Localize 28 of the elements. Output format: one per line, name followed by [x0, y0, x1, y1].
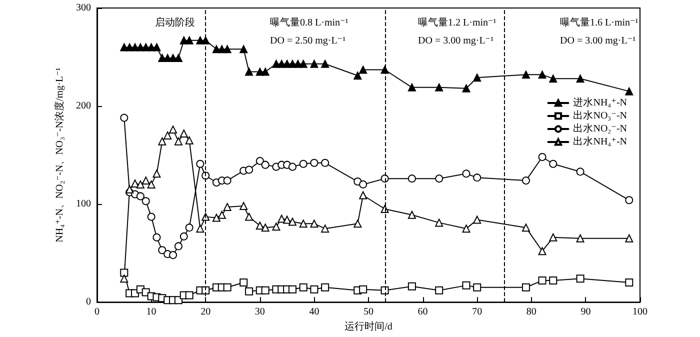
y-tick-label: 0 [86, 296, 91, 308]
x-tick-label: 50 [364, 306, 374, 318]
x-tick-label: 10 [146, 306, 156, 318]
y-tick-label: 300 [76, 2, 91, 14]
x-tick-label: 100 [632, 306, 648, 318]
x-axis-title: 运行时间/d [344, 320, 392, 332]
x-tick-label: 60 [418, 306, 428, 318]
x-tick-label: 0 [94, 306, 100, 318]
legend-label: 进水NH₄⁺-N [573, 96, 628, 108]
annotation: 启动阶段 [155, 16, 195, 28]
y-tick-label: 200 [76, 100, 91, 112]
x-tick-label: 90 [580, 306, 591, 318]
x-tick-label: 80 [526, 306, 536, 318]
x-tick-label: 20 [200, 306, 211, 318]
annotation: DO = 3.00 mg·L⁻¹ [418, 36, 494, 46]
annotation: DO = 3.00 mg·L⁻¹ [560, 36, 636, 46]
legend-label: 出水NO₃⁻-N [573, 110, 628, 122]
legend-label: 出水NO₂⁻-N [573, 122, 628, 134]
y-axis-title: NH₄⁺-N、NO₂⁻-N、NO₃⁻-N浓度/mg·L⁻¹ [54, 68, 66, 242]
y-tick-label: 100 [76, 198, 91, 210]
x-tick-label: 40 [309, 306, 320, 318]
x-tick-label: 30 [254, 306, 265, 318]
annotation: DO = 2.50 mg·L⁻¹ [270, 36, 346, 46]
annotation: 曝气量1.2 L·min⁻¹ [418, 16, 496, 28]
x-tick-label: 70 [472, 306, 482, 318]
legend-label: 出水NH₄⁺-N [573, 136, 628, 148]
annotation: 曝气量1.6 L·min⁻¹ [560, 16, 638, 28]
annotation: 曝气量0.8 L·min⁻¹ [270, 16, 348, 28]
